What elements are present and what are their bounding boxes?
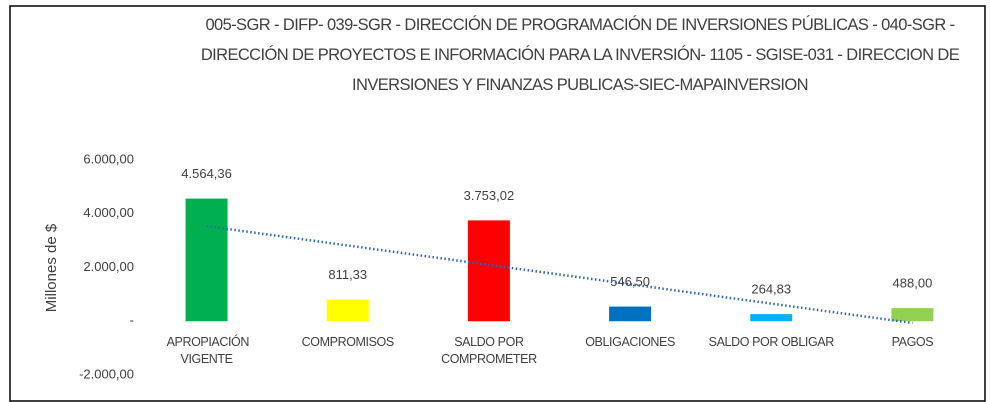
chart-border: [9, 5, 986, 402]
y-tick-label: 2.000,00: [83, 259, 134, 274]
trendline: [206, 224, 913, 325]
x-tick-label: APROPIACIÓN VIGENTE: [166, 335, 250, 366]
bar: [609, 306, 652, 322]
bar: [185, 198, 228, 322]
value-label: 3.753,02: [464, 188, 515, 203]
x-tick-label: OBLIGACIONES: [585, 335, 675, 349]
value-label: 811,33: [328, 267, 367, 282]
x-tick-label: SALDO POR COMPROMETER: [441, 335, 537, 366]
x-tick-label: PAGOS: [891, 335, 934, 349]
y-axis-label: Millones de $: [43, 223, 60, 312]
chart-title: 005-SGR - DIFP- 039-SGR - DIRECCIÓN DE P…: [200, 16, 960, 94]
y-tick-label: 4.000,00: [83, 205, 134, 220]
bar: [467, 220, 510, 322]
y-tick-label: -2.000,00: [79, 366, 134, 381]
x-tick-label: COMPROMISOS: [301, 335, 395, 349]
bar: [891, 308, 934, 322]
y-tick-label: -: [130, 313, 134, 328]
bar: [750, 314, 793, 322]
x-tick-label: SALDO POR OBLIGAR: [708, 335, 835, 349]
y-tick-label: 6.000,00: [83, 151, 134, 166]
value-label: 488,00: [893, 276, 933, 291]
value-label: 264,83: [751, 282, 791, 297]
bar: [326, 299, 369, 322]
value-label: 4.564,36: [181, 166, 232, 181]
